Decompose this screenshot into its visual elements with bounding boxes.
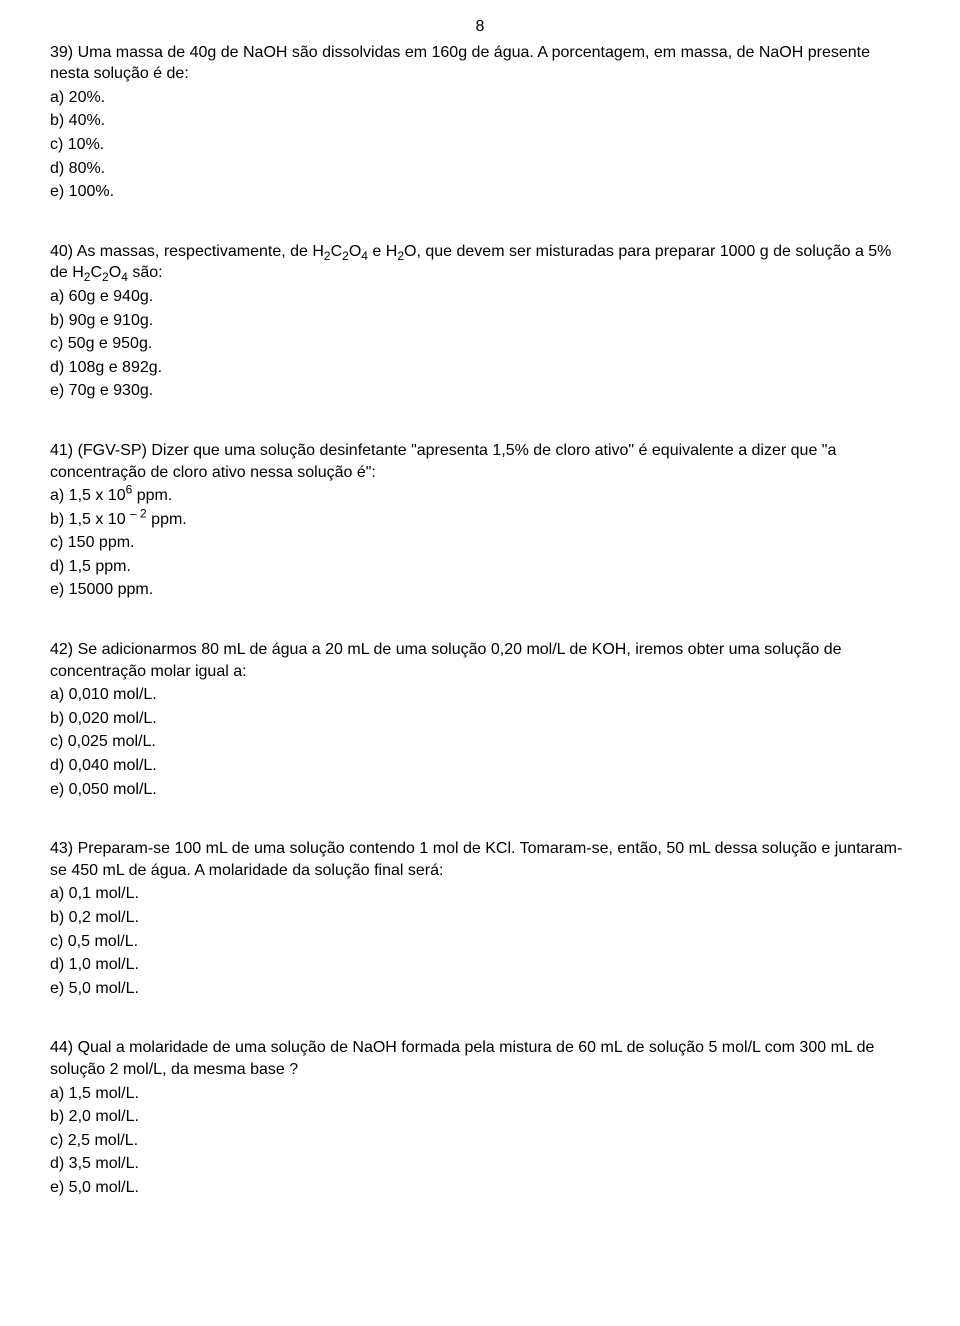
option: c) 2,5 mol/L. — [50, 1130, 910, 1152]
option: a) 0,010 mol/L. — [50, 684, 910, 706]
question-42: 42) Se adicionarmos 80 mL de água a 20 m… — [50, 639, 910, 800]
option: c) 0,5 mol/L. — [50, 931, 910, 953]
option: c) 50g e 950g. — [50, 333, 910, 355]
option: a) 1,5 mol/L. — [50, 1083, 910, 1105]
option: d) 1,5 ppm. — [50, 556, 910, 578]
option: d) 80%. — [50, 158, 910, 180]
option: c) 150 ppm. — [50, 532, 910, 554]
question-39: 39) Uma massa de 40g de NaOH são dissolv… — [50, 42, 910, 203]
option: c) 0,025 mol/L. — [50, 731, 910, 753]
option: d) 108g e 892g. — [50, 357, 910, 379]
option: b) 40%. — [50, 110, 910, 132]
option: e) 15000 ppm. — [50, 579, 910, 601]
option: b) 1,5 x 10 – 2 ppm. — [50, 509, 910, 531]
option: e) 5,0 mol/L. — [50, 1177, 910, 1199]
option: e) 5,0 mol/L. — [50, 978, 910, 1000]
option: a) 0,1 mol/L. — [50, 883, 910, 905]
page-number: 8 — [50, 16, 910, 38]
option: e) 0,050 mol/L. — [50, 779, 910, 801]
question-text: 44) Qual a molaridade de uma solução de … — [50, 1037, 910, 1080]
option: a) 1,5 x 106 ppm. — [50, 485, 910, 507]
option: a) 20%. — [50, 87, 910, 109]
option: b) 2,0 mol/L. — [50, 1106, 910, 1128]
option: b) 0,2 mol/L. — [50, 907, 910, 929]
option: b) 0,020 mol/L. — [50, 708, 910, 730]
question-text: 39) Uma massa de 40g de NaOH são dissolv… — [50, 42, 910, 85]
question-44: 44) Qual a molaridade de uma solução de … — [50, 1037, 910, 1198]
option: c) 10%. — [50, 134, 910, 156]
question-text: 43) Preparam-se 100 mL de uma solução co… — [50, 838, 910, 881]
question-text: 42) Se adicionarmos 80 mL de água a 20 m… — [50, 639, 910, 682]
option: e) 100%. — [50, 181, 910, 203]
question-41: 41) (FGV-SP) Dizer que uma solução desin… — [50, 440, 910, 601]
question-43: 43) Preparam-se 100 mL de uma solução co… — [50, 838, 910, 999]
option: d) 3,5 mol/L. — [50, 1153, 910, 1175]
option: e) 70g e 930g. — [50, 380, 910, 402]
option: b) 90g e 910g. — [50, 310, 910, 332]
question-text: 40) As massas, respectivamente, de H2C2O… — [50, 241, 910, 284]
question-40: 40) As massas, respectivamente, de H2C2O… — [50, 241, 910, 402]
questions-container: 39) Uma massa de 40g de NaOH são dissolv… — [50, 42, 910, 1199]
option: a) 60g e 940g. — [50, 286, 910, 308]
option: d) 0,040 mol/L. — [50, 755, 910, 777]
question-text: 41) (FGV-SP) Dizer que uma solução desin… — [50, 440, 910, 483]
option: d) 1,0 mol/L. — [50, 954, 910, 976]
